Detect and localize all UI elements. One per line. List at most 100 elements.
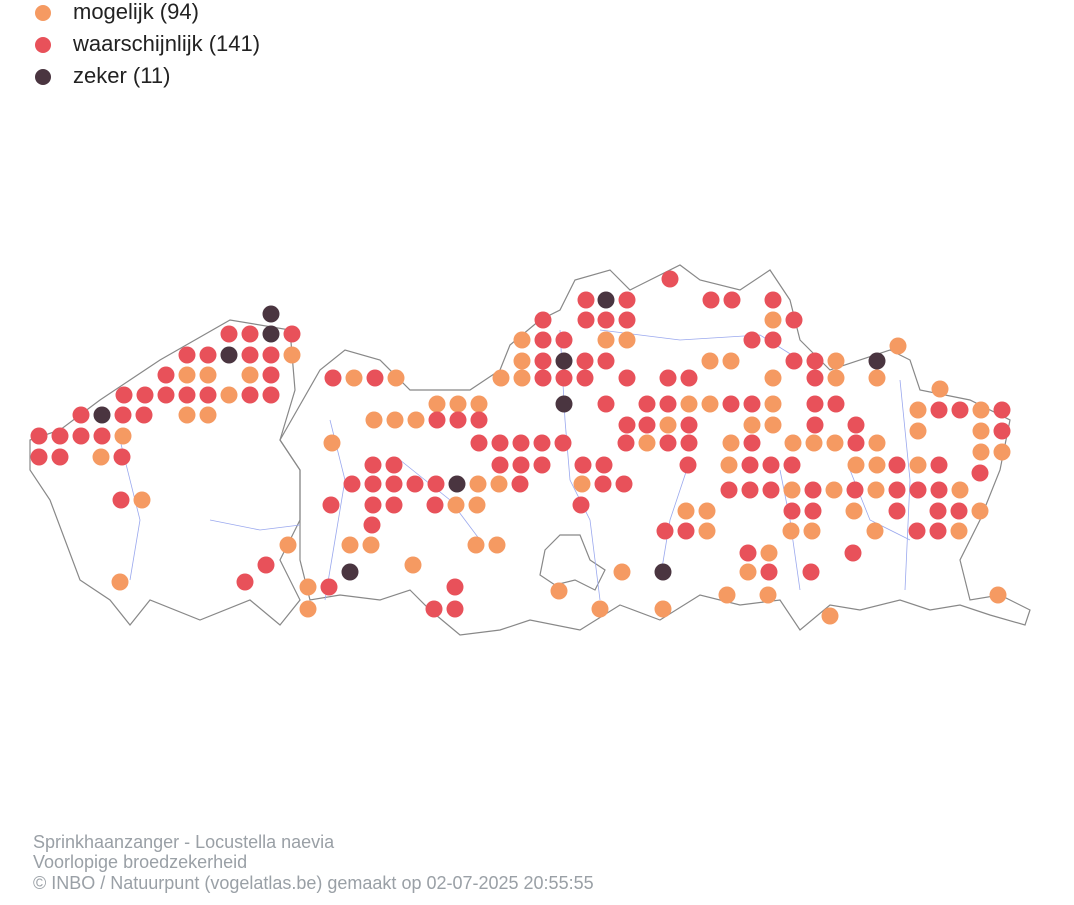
observation-dot [930,456,948,474]
observation-dot [488,536,506,554]
observation-dot [597,291,615,309]
observation-dot [888,456,906,474]
observation-dot [283,325,301,343]
observation-dot [591,600,609,618]
observation-dot [178,386,196,404]
observation-dot [597,395,615,413]
observation-dot [470,395,488,413]
observation-dot [805,434,823,452]
observation-dot [764,395,782,413]
observation-dot [322,496,340,514]
observation-dot [972,443,990,461]
observation-dot [909,481,927,499]
observation-dot [618,291,636,309]
observation-dot [241,386,259,404]
observation-dot [827,395,845,413]
observation-dot [929,502,947,520]
legend-marker [35,69,51,85]
observation-dot [888,481,906,499]
observation-dot [446,578,464,596]
observation-dot [654,600,672,618]
observation-dot [739,563,757,581]
observation-dot [555,395,573,413]
observation-dot [972,401,990,419]
observation-dot [804,481,822,499]
observation-dot [741,481,759,499]
observation-dot [534,331,552,349]
observation-dot [93,406,111,424]
observation-dot [241,346,259,364]
observation-dot [821,607,839,625]
observation-dot [385,475,403,493]
observation-dot [677,522,695,540]
observation-dot [92,448,110,466]
observation-dot [72,427,90,445]
observation-dot [178,366,196,384]
observation-dot [743,395,761,413]
observation-dot [533,434,551,452]
observation-dot [299,600,317,618]
observation-dot [597,311,615,329]
legend-marker [35,37,51,53]
observation-dot [785,311,803,329]
observation-dot [574,456,592,474]
observation-dot [341,563,359,581]
observation-dot [534,369,552,387]
observation-dot [972,422,990,440]
observation-dot [764,416,782,434]
footer-subtitle: Voorlopige broedzekerheid [33,852,247,872]
observation-dot [428,411,446,429]
observation-dot [806,395,824,413]
observation-dot [866,522,884,540]
observation-dot [739,544,757,562]
observation-dot [971,464,989,482]
observation-dot [362,536,380,554]
observation-dot [114,427,132,445]
observation-dot [533,456,551,474]
region-outline [29,264,1031,636]
observation-dot [741,456,759,474]
observation-dot [364,456,382,474]
observation-dot [971,502,989,520]
observation-dot [613,563,631,581]
observation-dot [868,352,886,370]
observation-dot [720,481,738,499]
observation-dot [950,522,968,540]
observation-dot [783,502,801,520]
observation-dot [157,386,175,404]
observation-dot [677,502,695,520]
observation-dot [511,475,529,493]
observation-dot [827,369,845,387]
observation-dot [722,434,740,452]
observation-dot [449,395,467,413]
observation-dot [638,416,656,434]
observation-dot [241,325,259,343]
observation-dot [178,406,196,424]
observation-dot [550,582,568,600]
observation-dot [512,456,530,474]
observation-dot [868,369,886,387]
observation-dot [618,311,636,329]
observation-dot [320,578,338,596]
observation-dot [722,395,740,413]
observation-dot [491,434,509,452]
footer-credit: © INBO / Natuurpunt (vogelatlas.be) gema… [33,873,594,893]
observation-dot [343,475,361,493]
observation-dot [759,586,777,604]
observation-dot [720,456,738,474]
observation-dot [826,434,844,452]
observation-dot [804,502,822,520]
observation-dot [513,369,531,387]
observation-dots [30,270,1011,625]
observation-dot [113,448,131,466]
observation-dot [577,311,595,329]
observation-dot [909,422,927,440]
observation-dot [762,456,780,474]
observation-dot [951,481,969,499]
observation-dot [262,386,280,404]
observation-dot [908,522,926,540]
observation-dot [930,401,948,419]
observation-dot [743,434,761,452]
observation-dot [534,352,552,370]
observation-dot [989,586,1007,604]
